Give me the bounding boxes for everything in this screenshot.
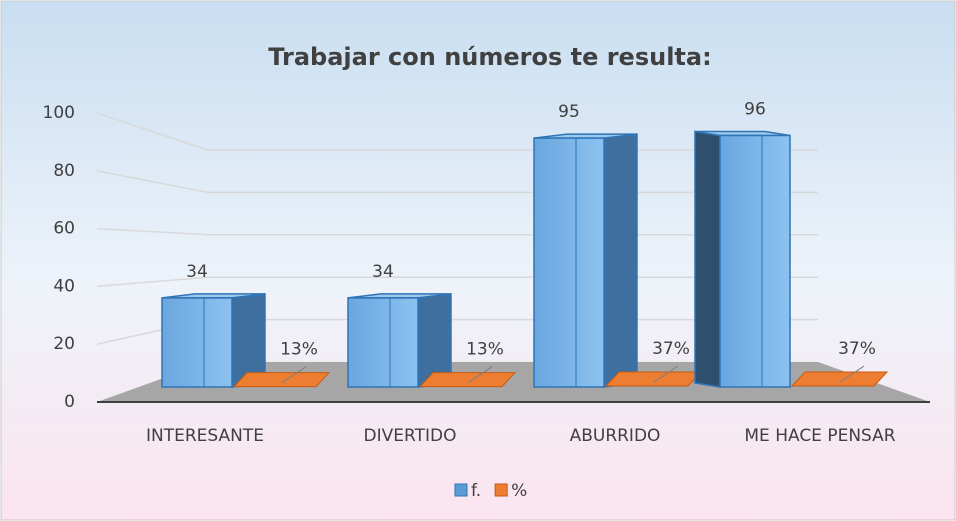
bar-face [161, 297, 233, 388]
y-tick-label: 80 [53, 161, 75, 181]
bar-face [603, 133, 638, 388]
x-tick-label: ME HACE PENSAR [744, 426, 895, 446]
y-tick-label: 40 [53, 276, 75, 296]
bar [533, 133, 638, 388]
leader-line [653, 365, 679, 383]
data-label: 95 [558, 102, 580, 122]
bar [604, 371, 703, 387]
x-tick-label: ABURRIDO [570, 426, 661, 446]
data-label: 37% [838, 339, 876, 359]
bar [347, 293, 452, 388]
data-label: 37% [652, 339, 690, 359]
leader-line [839, 365, 865, 383]
data-label: 96 [744, 99, 766, 119]
x-tick-label: DIVERTIDO [364, 426, 457, 446]
bar-face [694, 130, 721, 388]
bar [161, 293, 266, 388]
bar [418, 372, 517, 388]
data-label: 13% [280, 340, 318, 360]
y-tick-label: 20 [53, 334, 75, 354]
bar [790, 371, 889, 387]
y-tick-label: 60 [53, 219, 75, 239]
y-tick-label: 0 [64, 392, 75, 412]
bar [694, 130, 791, 388]
y-tick-label: 100 [43, 103, 75, 123]
leader-line [467, 366, 493, 384]
data-label: 34 [186, 262, 208, 282]
chart-title: Trabajar con números te resulta: [268, 43, 711, 71]
legend-label: % [511, 481, 527, 501]
bar-face [533, 137, 605, 388]
bar-face [347, 297, 419, 388]
data-label: 13% [466, 340, 504, 360]
data-label: 34 [372, 262, 394, 282]
leader-line [281, 366, 307, 384]
bar-face [719, 134, 791, 388]
bar [232, 372, 331, 388]
x-tick-label: INTERESANTE [146, 426, 264, 446]
legend-label: f. [471, 481, 481, 501]
legend-swatch [454, 483, 468, 497]
legend-swatch [494, 483, 508, 497]
